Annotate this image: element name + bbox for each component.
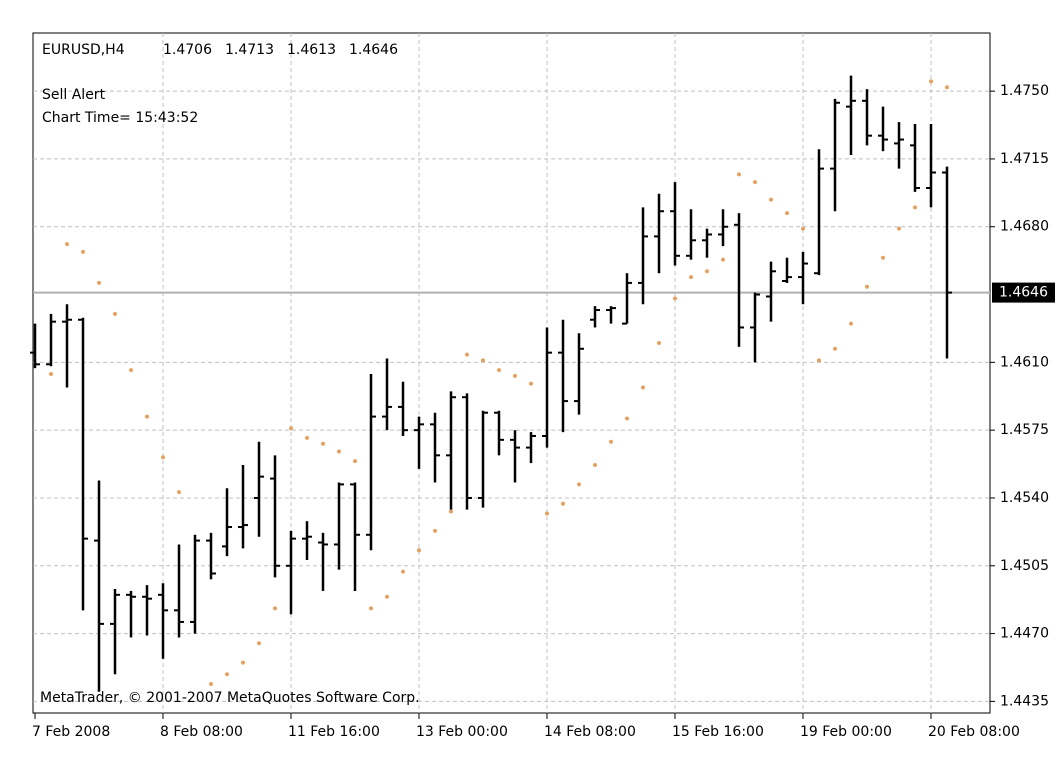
- sar-dot: [785, 211, 789, 216]
- y-tick-label: 1.4715: [1000, 151, 1049, 167]
- sar-dot: [401, 569, 405, 574]
- x-tick-label: 20 Feb 08:00: [928, 724, 1020, 740]
- sar-dot: [609, 439, 613, 444]
- sar-dot: [897, 226, 901, 231]
- sar-dot: [241, 660, 245, 665]
- sar-dot: [753, 180, 757, 185]
- sar-dot: [417, 548, 421, 553]
- sar-dot: [657, 340, 661, 345]
- sar-dot: [289, 426, 293, 431]
- sar-dot: [353, 459, 357, 464]
- x-tick-label: 13 Feb 00:00: [416, 724, 508, 740]
- sar-dot: [625, 416, 629, 421]
- sar-dot: [689, 275, 693, 280]
- sar-dot: [449, 509, 453, 514]
- x-tick-label: 14 Feb 08:00: [544, 724, 636, 740]
- sar-dot: [321, 441, 325, 446]
- x-tick-label: 8 Feb 08:00: [160, 724, 243, 740]
- y-tick-label: 1.4575: [1000, 422, 1049, 438]
- last-price-box: [992, 282, 1055, 303]
- sar-dot: [161, 455, 165, 460]
- x-tick-label: 7 Feb 2008: [32, 724, 110, 740]
- sar-dot: [497, 368, 501, 373]
- sar-dot: [913, 205, 917, 210]
- sar-dot: [817, 358, 821, 363]
- sar-dot: [145, 414, 149, 419]
- annotation: Sell Alert: [42, 87, 106, 103]
- sar-dot: [593, 463, 597, 468]
- sar-dot: [865, 284, 869, 289]
- sar-dot: [929, 79, 933, 84]
- sar-dot: [129, 368, 133, 373]
- sar-dot: [177, 490, 181, 495]
- sar-dot: [273, 606, 277, 611]
- footer: MetaTrader, © 2001-2007 MetaQuotes Softw…: [40, 690, 420, 706]
- quote-open: 1.4706: [163, 42, 212, 58]
- quote-close: 1.4646: [349, 42, 398, 58]
- x-tick-label: 19 Feb 00:00: [800, 724, 892, 740]
- sar-dot: [705, 269, 709, 274]
- y-tick-label: 1.4610: [1000, 354, 1049, 370]
- sar-dot: [257, 641, 261, 646]
- sar-dot: [433, 528, 437, 533]
- sar-dot: [65, 242, 69, 247]
- sar-dot: [721, 257, 725, 262]
- y-tick-label: 1.4750: [1000, 83, 1049, 99]
- sar-dot: [673, 296, 677, 301]
- x-tick-label: 11 Feb 16:00: [288, 724, 380, 740]
- sar-dot: [209, 681, 213, 686]
- sar-dot: [881, 255, 885, 260]
- sar-dot: [225, 672, 229, 677]
- plot-frame: [32, 32, 991, 714]
- annotation: Chart Time= 15:43:52: [42, 110, 198, 126]
- sar-dot: [113, 311, 117, 316]
- quote-high: 1.4713: [225, 42, 274, 58]
- plot-layer: [30, 33, 990, 713]
- sar-dot: [529, 381, 533, 386]
- sar-dot: [833, 346, 837, 351]
- sar-dot: [561, 501, 565, 506]
- sar-dot: [465, 352, 469, 357]
- sar-dot: [513, 373, 517, 378]
- sar-dot: [737, 172, 741, 177]
- sar-dot: [369, 606, 373, 611]
- sar-dot: [945, 85, 949, 90]
- sar-dot: [337, 449, 341, 454]
- quote-low: 1.4613: [287, 42, 336, 58]
- y-tick-label: 1.4435: [1000, 693, 1049, 709]
- sar-dot: [641, 385, 645, 390]
- y-tick-label: 1.4505: [1000, 558, 1049, 574]
- y-tick-label: 1.4470: [1000, 626, 1049, 642]
- sar-dot: [769, 197, 773, 202]
- sar-dot: [305, 435, 309, 440]
- x-tick-label: 15 Feb 16:00: [672, 724, 764, 740]
- sar-dot: [81, 249, 85, 254]
- chart-title: EURUSD,H4: [42, 42, 125, 58]
- sar-dot: [577, 482, 581, 487]
- sar-dot: [97, 280, 101, 285]
- sar-dot: [849, 321, 853, 326]
- sar-dot: [385, 594, 389, 599]
- sar-dot: [545, 511, 549, 516]
- last-price-label: 1.4646: [999, 285, 1048, 301]
- y-tick-label: 1.4680: [1000, 219, 1049, 235]
- sar-dot: [481, 358, 485, 363]
- sar-dot: [49, 371, 53, 376]
- y-tick-label: 1.4540: [1000, 490, 1049, 506]
- sar-dot: [801, 226, 805, 231]
